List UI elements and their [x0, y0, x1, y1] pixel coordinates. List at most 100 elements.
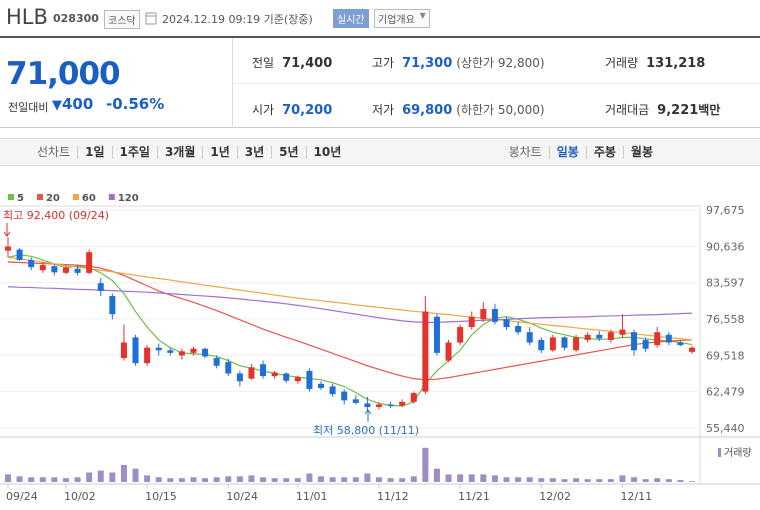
x-tick-label: 11/12: [377, 490, 409, 503]
period-tab[interactable]: 5년: [271, 145, 305, 159]
legend-label: 120: [118, 193, 139, 204]
candle-chart-tab[interactable]: 봉차트: [508, 144, 542, 159]
volume-bar: [109, 472, 116, 482]
stock-name: HLB: [6, 5, 48, 29]
candle-body: [178, 351, 185, 356]
candle-body: [677, 342, 684, 346]
volume-bar: [318, 476, 325, 482]
annotation-arrow: [3, 223, 11, 237]
candle-body: [654, 332, 661, 346]
volume-bar: [526, 477, 533, 482]
timestamp: 2024.12.19 09:19 기준(장중): [162, 13, 313, 26]
volume-bar: [677, 480, 684, 482]
volume-bar: [538, 478, 545, 482]
volume-bar: [422, 447, 429, 482]
tab-bar: 선차트 1일 1주일 3개월 1년 3년 5년 10년 봉차트 일봉 주봉 월봉: [0, 138, 760, 166]
candle-body: [468, 316, 475, 328]
candle-body: [318, 383, 325, 388]
candle-body: [584, 334, 591, 340]
candle-body: [480, 308, 487, 320]
volume-bar: [433, 468, 440, 482]
volume-bar: [97, 470, 104, 482]
candle-body: [375, 404, 382, 408]
candle-body: [5, 246, 11, 251]
candle-body: [341, 391, 348, 401]
candle-body: [202, 348, 209, 357]
x-tick-label: 10/24: [226, 490, 258, 503]
candle-body: [399, 401, 406, 406]
candle-body: [526, 332, 533, 343]
candle-body: [433, 316, 440, 353]
period-tab[interactable]: 3개월: [156, 145, 202, 159]
candle-body: [503, 319, 510, 328]
y-tick-label: 90,636: [706, 240, 745, 253]
legend-swatch: [36, 194, 43, 200]
stat-value: 9,221: [657, 103, 699, 118]
change-label: 전일대비: [8, 101, 49, 114]
volume-bar: [352, 477, 359, 482]
candle-body: [86, 252, 93, 273]
x-tick-label: 12/02: [539, 490, 571, 503]
volume-bar: [399, 478, 406, 482]
candle-body: [631, 332, 638, 351]
volume-bar: [144, 475, 151, 482]
period-tab[interactable]: 1주일: [111, 145, 157, 159]
volume-bar: [584, 479, 591, 482]
period-tab[interactable]: 3년: [236, 145, 271, 159]
stat-label: 고가: [372, 56, 395, 70]
volume-bar: [619, 475, 626, 482]
realtime-badge[interactable]: 실시간: [333, 9, 369, 28]
candle-period-tab[interactable]: 주봉: [585, 145, 623, 159]
period-tab[interactable]: 1년: [202, 145, 236, 159]
volume-bar: [387, 478, 394, 482]
candle-body: [271, 372, 278, 377]
candle-period-tabs: 일봉 주봉 월봉: [548, 145, 660, 159]
stat: 거래량 131,218: [605, 54, 705, 71]
ma-line: [7, 256, 693, 341]
x-tick-label: 10/02: [64, 490, 96, 503]
candle-period-tab[interactable]: 월봉: [622, 145, 660, 159]
candle-body: [665, 334, 672, 343]
candle-body: [573, 337, 580, 351]
candle-body: [607, 332, 614, 340]
volume-bar: [596, 479, 603, 482]
volume-bar: [561, 479, 568, 482]
annotation: 최고 92,400 (09/24): [3, 209, 109, 222]
stat-note: (하한가 50,000): [456, 103, 545, 117]
dropdown-arrow: ▼: [419, 11, 426, 20]
volume-bar: [260, 477, 267, 482]
stat: 시가 70,200: [252, 101, 332, 118]
volume-bar: [306, 473, 313, 482]
volume-bar: [410, 476, 417, 482]
candle-body: [236, 373, 243, 382]
volume-bar: [491, 475, 498, 482]
volume-bar: [132, 468, 139, 482]
period-tab[interactable]: 1일: [77, 145, 111, 159]
volume-bar: [468, 474, 475, 482]
period-tab[interactable]: 10년: [305, 145, 349, 159]
candle-period-tab[interactable]: 일봉: [548, 145, 586, 159]
volume-bar: [607, 479, 614, 482]
volume-bar: [5, 474, 11, 482]
volume-bar: [62, 478, 69, 482]
legend-label: 5: [17, 193, 24, 204]
candle-body: [642, 339, 649, 349]
volume-bar: [445, 474, 452, 482]
line-chart-tab[interactable]: 선차트: [37, 144, 71, 159]
header-divider: [0, 36, 760, 38]
volume-bar: [155, 477, 162, 482]
candle-body: [74, 268, 81, 273]
volume-bar: [202, 478, 209, 482]
volume-bar: [86, 472, 93, 482]
volume-bar: [294, 478, 301, 482]
company-info-button[interactable]: 기업개요 ▼: [374, 9, 430, 28]
candle-body: [97, 283, 104, 291]
stat: 거래대금 9,221 백만: [605, 101, 720, 118]
candle-body: [538, 339, 545, 351]
volume-bar: [341, 477, 348, 482]
candle-body: [132, 337, 139, 364]
candle-body: [213, 358, 220, 366]
legend-swatch: [8, 194, 14, 200]
down-arrow: ▼: [52, 98, 62, 113]
